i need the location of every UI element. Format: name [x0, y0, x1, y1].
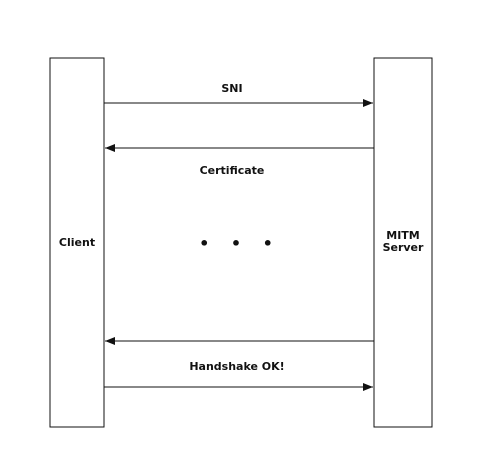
certificate-label: Certificate	[199, 164, 265, 177]
server-label-line1: MITM	[386, 229, 420, 242]
server-label: MITM Server	[383, 230, 424, 254]
server-box	[373, 57, 433, 428]
sni-label: SNI	[221, 82, 243, 95]
server-label-line2: Server	[382, 241, 424, 254]
ellipsis-dots: • • •	[199, 234, 281, 253]
handshake-label: Handshake OK!	[189, 360, 285, 373]
client-label: Client	[58, 236, 96, 249]
client-box	[49, 57, 105, 428]
